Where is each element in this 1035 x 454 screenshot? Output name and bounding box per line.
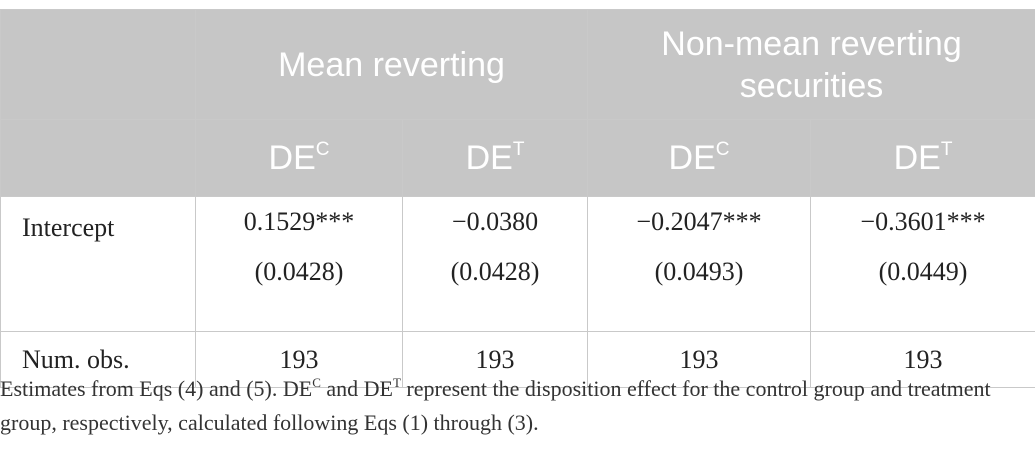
results-table: Mean reverting Non-mean reverting securi… [0,9,1035,388]
header-non-mean-reverting-line2: securities [739,66,884,105]
table-cell: 193 [402,331,588,388]
table-row-num-obs: Num. obs. 193 193 193 193 [0,331,1035,388]
estimate-value: 0.1529*** [243,207,355,236]
table-cell: −0.0380 (0.0428) [402,196,588,332]
std-error-value: (0.0449) [878,257,968,286]
table-cell: 193 [195,331,403,388]
col-header-de-control-mr: DEC [195,119,403,197]
estimate-value: −0.0380 [451,207,539,236]
row-label-intercept: Intercept [0,196,196,332]
col-header-de-control-nmr: DEC [587,119,811,197]
row-label-num-obs: Num. obs. [0,331,196,388]
table-cell: 0.1529*** (0.0428) [195,196,403,332]
header-empty-cell [0,9,196,120]
header-non-mean-reverting-line1: Non-mean reverting [661,24,962,63]
col-header-de-treatment-nmr: DET [809,119,1035,197]
table-cell: 193 [809,331,1035,388]
header-row-columns: DEC DET DEC DET [0,119,1035,197]
estimate-value: −0.3601*** [860,207,986,236]
header-mean-reverting: Mean reverting [195,9,588,120]
std-error-value: (0.0428) [450,257,540,286]
estimate-value: −0.2047*** [636,207,762,236]
table-footnote: Estimates from Eqs (4) and (5). DEC and … [0,375,991,435]
header-non-mean-reverting: Non-mean reverting securities [586,9,1035,120]
header-row-groups: Mean reverting Non-mean reverting securi… [0,9,1035,120]
std-error-value: (0.0493) [654,257,744,286]
std-error-value: (0.0428) [254,257,344,286]
table-cell: −0.3601*** (0.0449) [809,196,1035,332]
table-cell: 193 [587,331,811,388]
table-cell: −0.2047*** (0.0493) [587,196,811,332]
header-empty-cell-2 [0,119,196,197]
col-header-de-treatment-mr: DET [402,119,588,197]
table-row-intercept: Intercept 0.1529*** (0.0428) −0.0380 (0.… [0,196,1035,332]
